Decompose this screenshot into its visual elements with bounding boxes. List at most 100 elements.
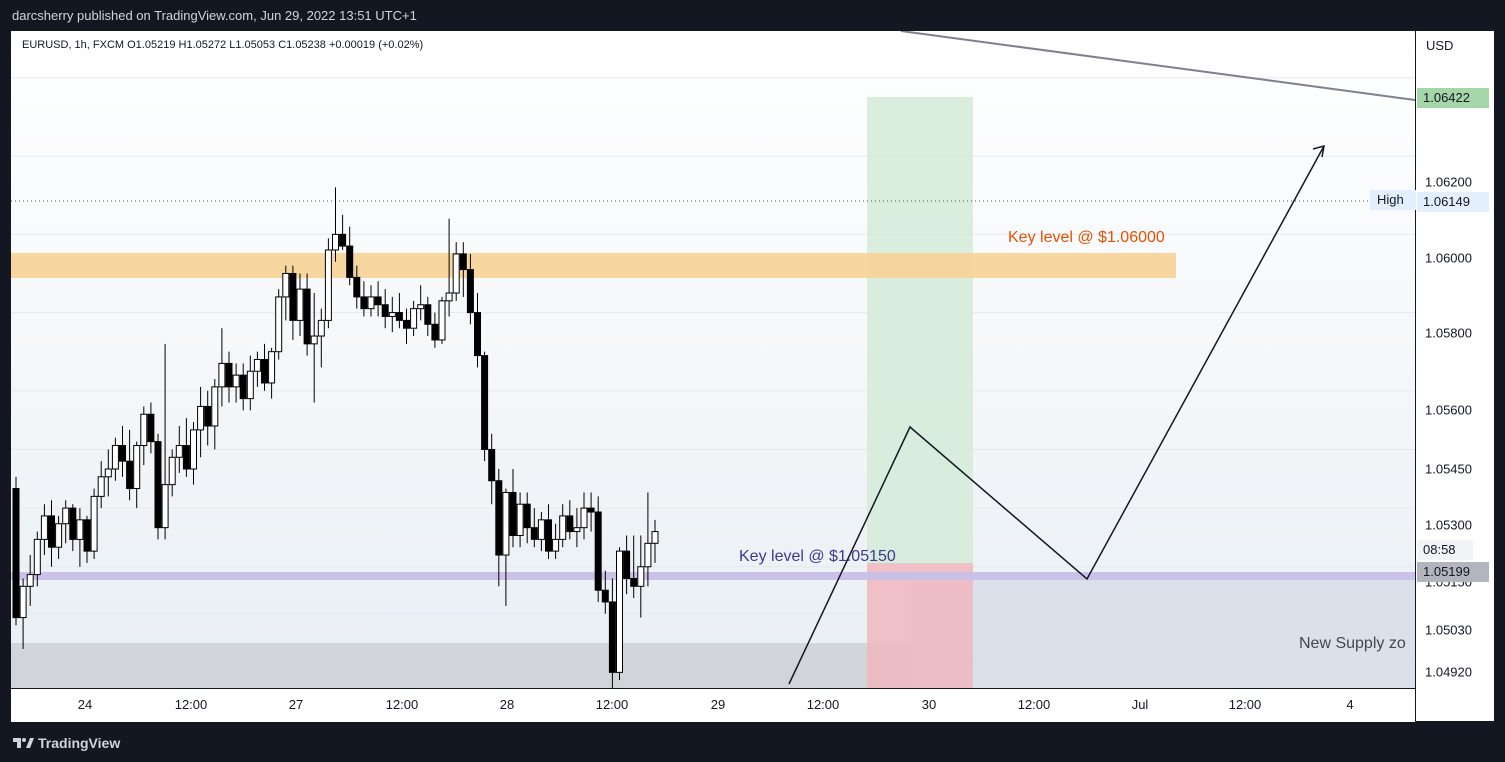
candle-body bbox=[90, 495, 98, 552]
candle-body bbox=[381, 304, 389, 317]
candle bbox=[289, 265, 297, 340]
candle-body bbox=[97, 476, 105, 497]
candle-body bbox=[182, 445, 190, 470]
candle-body bbox=[516, 503, 524, 536]
candle bbox=[559, 504, 567, 548]
candle bbox=[232, 363, 240, 403]
candle bbox=[218, 328, 226, 407]
candles bbox=[12, 187, 659, 688]
price-tick-label: 1.05300 bbox=[1425, 517, 1472, 533]
candle bbox=[26, 555, 34, 606]
candle bbox=[381, 289, 389, 329]
candle-body bbox=[275, 296, 283, 353]
time-tick-label: 12:00 bbox=[174, 697, 208, 712]
candle-body bbox=[246, 370, 254, 400]
candle-body bbox=[289, 272, 297, 321]
candle bbox=[637, 535, 645, 618]
symbol-legend: EURUSD, 1h, FXCM O1.05219 H1.05272 L1.05… bbox=[22, 39, 424, 51]
candle bbox=[616, 547, 623, 681]
candle bbox=[630, 535, 638, 599]
candle bbox=[211, 379, 219, 450]
candlestick-chart[interactable] bbox=[11, 31, 1415, 688]
candle bbox=[608, 578, 616, 688]
candle bbox=[111, 437, 119, 481]
candle bbox=[83, 515, 91, 563]
candle-body bbox=[438, 300, 446, 341]
key-level-bottom-label: Key level @ $1.05150 bbox=[739, 548, 896, 565]
price-tick-label: 1.05450 bbox=[1425, 461, 1472, 477]
candle bbox=[601, 570, 609, 614]
candle bbox=[104, 449, 112, 497]
candle-body bbox=[339, 233, 347, 247]
candle bbox=[126, 429, 134, 501]
candle-body bbox=[239, 374, 247, 400]
time-tick-label: 12:00 bbox=[1228, 697, 1262, 712]
candle bbox=[459, 242, 467, 297]
candle-body bbox=[466, 269, 474, 314]
candle-body bbox=[601, 589, 609, 603]
candle-body bbox=[104, 468, 112, 478]
publisher-text: darcsherry published on TradingView.com,… bbox=[12, 8, 417, 23]
chart-pane[interactable]: Key level @ $1.06000 Key level @ $1.0515… bbox=[11, 31, 1415, 688]
candle bbox=[261, 343, 268, 391]
new-supply-zone-box bbox=[911, 579, 1415, 688]
candle-body bbox=[630, 578, 638, 587]
lower-supply-zone-box bbox=[11, 643, 911, 688]
candle bbox=[424, 296, 432, 337]
candle-body bbox=[126, 460, 134, 490]
candle-body bbox=[303, 288, 311, 345]
time-tick-label: 29 bbox=[710, 697, 726, 712]
time-tick-label: 4 bbox=[1346, 697, 1354, 712]
key-level-top-box bbox=[11, 253, 1176, 278]
candle-body bbox=[452, 253, 460, 294]
candle bbox=[403, 308, 410, 344]
candle-body bbox=[225, 362, 233, 388]
candle-body bbox=[608, 601, 616, 673]
candle-body bbox=[296, 288, 304, 321]
candle-body bbox=[616, 550, 623, 673]
candle bbox=[182, 418, 190, 477]
time-tick-label: 12:00 bbox=[385, 697, 419, 712]
tradingview-logo-icon bbox=[13, 738, 34, 748]
candle-body bbox=[119, 445, 126, 462]
candle-body bbox=[488, 448, 496, 482]
candle bbox=[523, 492, 531, 544]
candle-body bbox=[523, 503, 531, 529]
candle-body bbox=[190, 429, 197, 470]
time-tick-label: 30 bbox=[921, 697, 937, 712]
candle-body bbox=[310, 335, 318, 345]
candle bbox=[395, 293, 403, 329]
candle-body bbox=[48, 515, 55, 548]
candle bbox=[90, 488, 98, 559]
candle bbox=[296, 273, 304, 337]
candle bbox=[119, 425, 126, 477]
brand-name: TradingView bbox=[38, 735, 121, 751]
brand-footer[interactable]: TradingView bbox=[12, 735, 120, 751]
candle bbox=[353, 265, 361, 309]
candle bbox=[324, 238, 332, 329]
price-tick-label: 1.06200 bbox=[1425, 174, 1472, 190]
publisher-bar: darcsherry published on TradingView.com,… bbox=[0, 0, 1505, 32]
time-tick-label: 27 bbox=[288, 697, 304, 712]
candle-body bbox=[481, 355, 489, 450]
candle bbox=[530, 508, 538, 548]
candle bbox=[253, 351, 261, 387]
candle bbox=[346, 226, 354, 286]
candle bbox=[161, 343, 169, 540]
candle bbox=[502, 488, 510, 606]
candle-body bbox=[154, 441, 162, 529]
candle-body bbox=[410, 308, 418, 329]
candle bbox=[76, 508, 84, 567]
candle-body bbox=[637, 566, 645, 587]
candle-body bbox=[62, 507, 70, 525]
candle-body bbox=[559, 515, 567, 540]
projection-path bbox=[788, 145, 1325, 685]
candle bbox=[69, 504, 77, 552]
candle bbox=[147, 402, 155, 454]
time-axis[interactable]: 24 12:00 27 12:00 28 12:00 29 12:00 30 12:00 Jul 12… bbox=[11, 688, 1415, 722]
candle bbox=[33, 531, 41, 587]
candle bbox=[140, 406, 148, 466]
candle-body bbox=[459, 253, 467, 271]
candle-body bbox=[431, 323, 439, 341]
price-axis[interactable]: USD 1.064001.062001.060001.058001.056001… bbox=[1415, 31, 1494, 721]
